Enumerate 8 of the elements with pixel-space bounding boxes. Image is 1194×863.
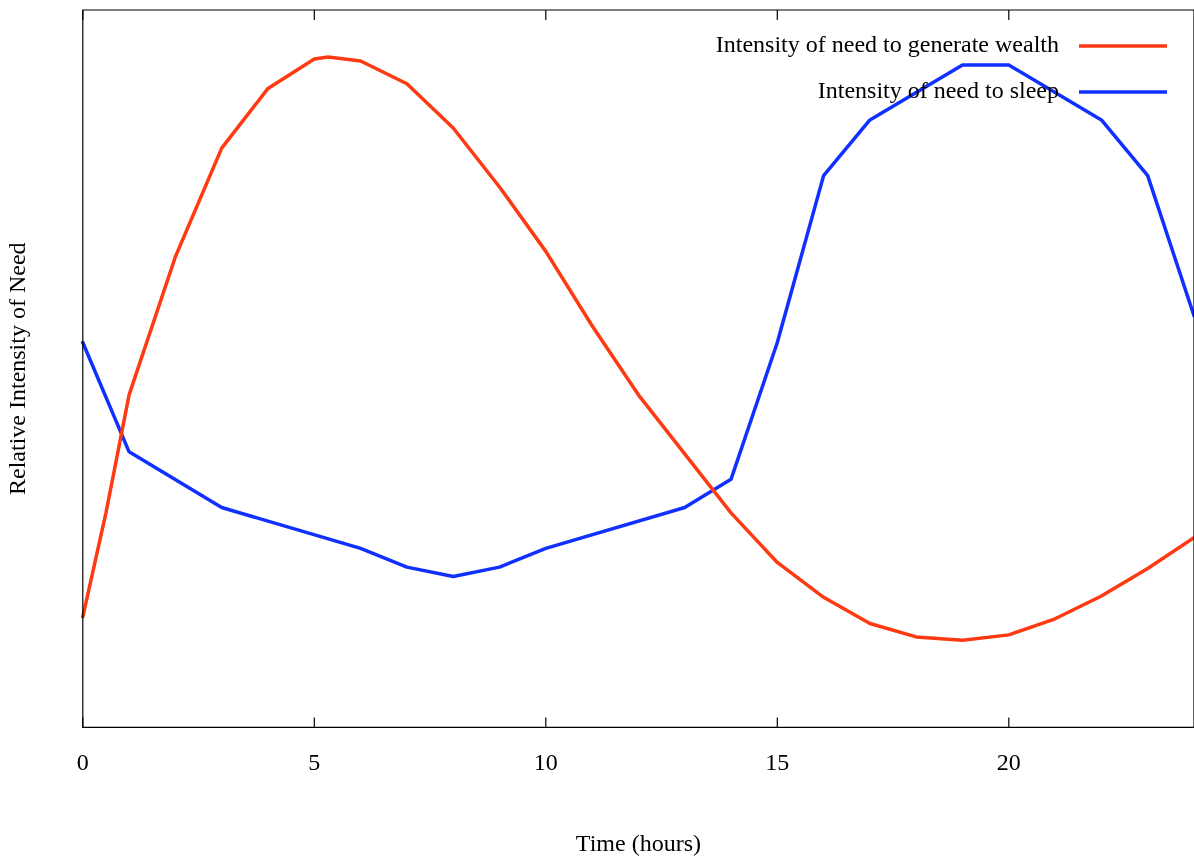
x-tick-label: 0 — [76, 749, 89, 776]
legend-label: Intensity of need to generate wealth — [715, 31, 1059, 58]
x-tick-label: 20 — [996, 749, 1021, 776]
x-axis-title: Time (hours) — [575, 829, 701, 856]
x-tick-label: 15 — [765, 749, 790, 776]
x-tick-label: 10 — [533, 749, 558, 776]
y-axis-title: Relative Intensity of Need — [3, 242, 30, 495]
x-tick-label: 5 — [308, 749, 321, 776]
